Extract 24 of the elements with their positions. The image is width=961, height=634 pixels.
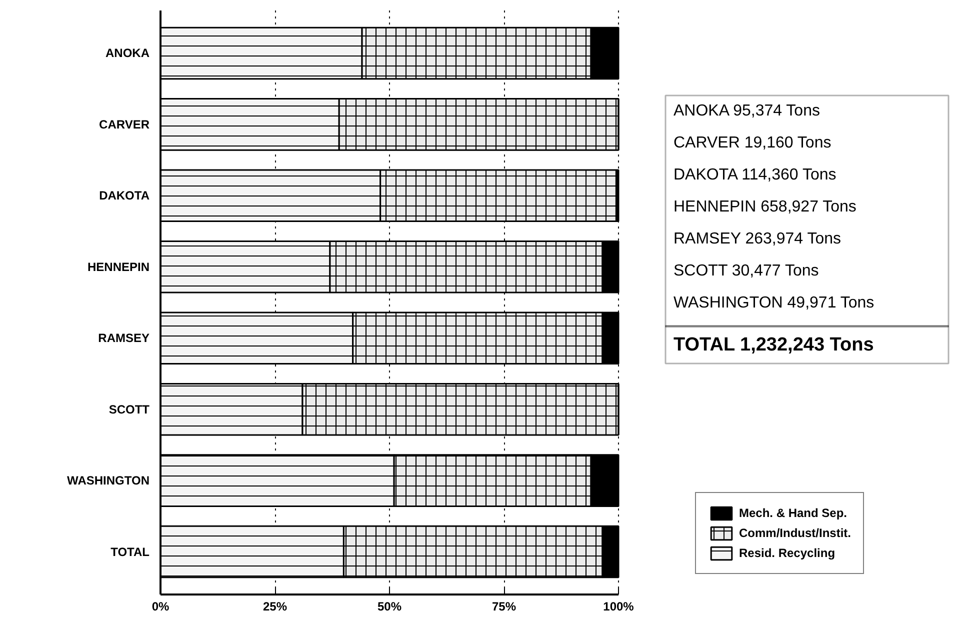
text: ANOKA 95,374 Tons — [674, 102, 820, 120]
x-tick-label: 50% — [377, 600, 402, 614]
text: TOTAL 1,232,243 Tons — [674, 334, 874, 356]
y-tick-label: CARVER — [99, 117, 150, 132]
x-tick-label: 0% — [152, 600, 170, 614]
legend-label: Comm/Indust/Instit. — [739, 526, 851, 540]
y-tick-label: RAMSEY — [98, 331, 150, 346]
text: RAMSEY 263,974 Tons — [674, 230, 842, 248]
text: DAKOTA 114,360 Tons — [674, 166, 836, 184]
y-tick-label: TOTAL — [110, 544, 150, 559]
y-tick-label: WASHINGTON — [67, 474, 150, 488]
y-tick-label: SCOTT — [108, 402, 150, 416]
text: CARVER 19,160 Tons — [674, 134, 832, 152]
legend-label: Mech. & Hand Sep. — [739, 506, 848, 520]
x-tick-label: 25% — [262, 600, 288, 614]
y-tick-label: DAKOTA — [99, 188, 150, 203]
y-tick-label: HENNEPIN — [87, 260, 150, 274]
legend-label: Resid. Recycling — [739, 546, 836, 560]
y-tick-label: ANOKA — [106, 46, 150, 60]
text: SCOTT 30,477 Tons — [674, 262, 819, 280]
text: WASHINGTON 49,971 Tons — [674, 294, 874, 312]
text: HENNEPIN 658,927 Tons — [674, 198, 856, 216]
x-tick-label: 75% — [492, 600, 516, 614]
x-tick-label: 100% — [603, 600, 634, 614]
